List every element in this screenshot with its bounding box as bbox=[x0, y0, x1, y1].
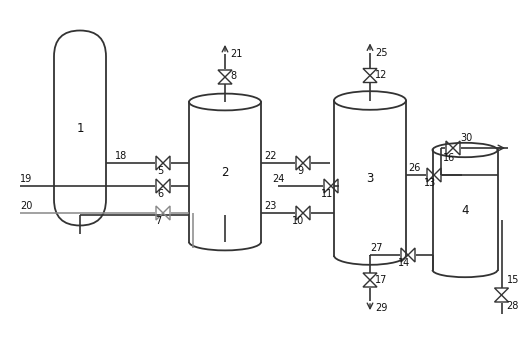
Text: 1: 1 bbox=[76, 121, 84, 134]
Text: 20: 20 bbox=[20, 201, 32, 211]
Text: 9: 9 bbox=[297, 166, 303, 176]
Text: 17: 17 bbox=[375, 275, 388, 285]
Text: 18: 18 bbox=[115, 151, 127, 161]
Text: 5: 5 bbox=[157, 166, 163, 176]
Text: 8: 8 bbox=[230, 71, 236, 81]
Bar bbox=[432, 150, 497, 270]
Text: 13: 13 bbox=[424, 178, 436, 188]
Text: 12: 12 bbox=[375, 69, 388, 80]
Text: 22: 22 bbox=[264, 151, 277, 161]
Ellipse shape bbox=[432, 143, 497, 157]
Text: 29: 29 bbox=[375, 303, 388, 313]
Text: 16: 16 bbox=[443, 153, 455, 163]
Text: 7: 7 bbox=[155, 216, 161, 226]
Text: 27: 27 bbox=[370, 243, 382, 253]
Text: 30: 30 bbox=[460, 133, 472, 143]
Text: 14: 14 bbox=[398, 258, 410, 268]
Text: 2: 2 bbox=[221, 165, 229, 178]
Text: 28: 28 bbox=[506, 301, 519, 311]
Text: 11: 11 bbox=[321, 189, 333, 199]
FancyBboxPatch shape bbox=[54, 31, 106, 226]
Text: 3: 3 bbox=[366, 171, 374, 184]
Ellipse shape bbox=[334, 91, 406, 110]
Text: 10: 10 bbox=[292, 216, 304, 226]
Text: 26: 26 bbox=[408, 163, 420, 173]
Text: 24: 24 bbox=[272, 174, 285, 184]
Text: 15: 15 bbox=[506, 275, 519, 285]
Text: 4: 4 bbox=[461, 203, 469, 216]
Ellipse shape bbox=[189, 94, 261, 111]
Bar bbox=[189, 102, 261, 242]
Text: 19: 19 bbox=[20, 174, 32, 184]
Text: 23: 23 bbox=[264, 201, 276, 211]
Bar bbox=[334, 101, 406, 256]
Text: 21: 21 bbox=[230, 49, 242, 59]
Text: 6: 6 bbox=[157, 189, 163, 199]
Text: 25: 25 bbox=[375, 48, 388, 57]
